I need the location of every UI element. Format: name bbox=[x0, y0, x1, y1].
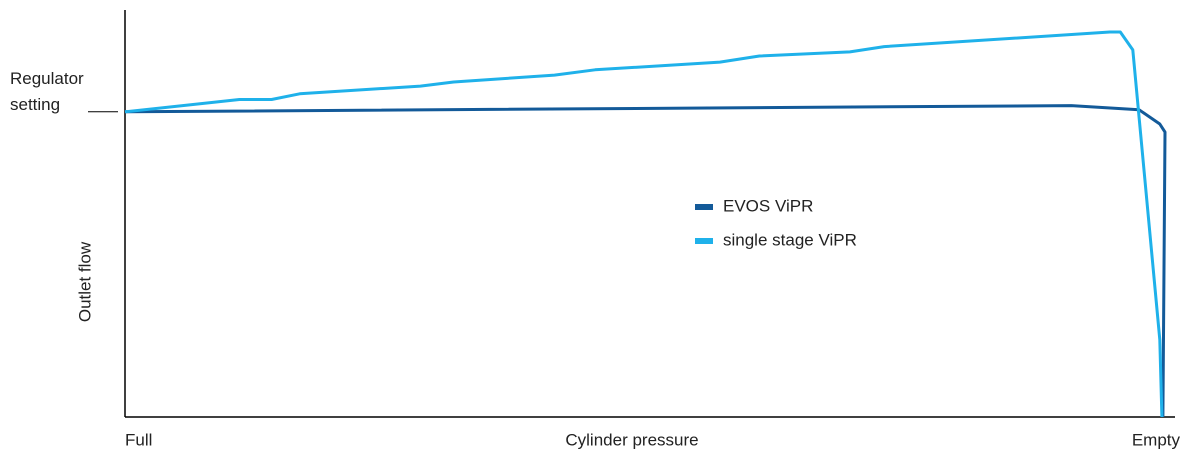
legend-label: EVOS ViPR bbox=[723, 196, 813, 215]
y-axis-label: Outlet flow bbox=[75, 241, 94, 322]
legend-swatch bbox=[695, 204, 713, 210]
series-line bbox=[124, 104, 1167, 418]
y-tick-label: Regulator setting bbox=[10, 68, 84, 114]
legend-swatch bbox=[695, 238, 713, 244]
x-tick-label: Full bbox=[125, 430, 152, 449]
x-tick-label: Empty bbox=[1132, 430, 1181, 449]
x-axis-label: Cylinder pressure bbox=[565, 430, 698, 449]
legend-label: single stage ViPR bbox=[723, 230, 857, 249]
series-line bbox=[124, 30, 1164, 418]
